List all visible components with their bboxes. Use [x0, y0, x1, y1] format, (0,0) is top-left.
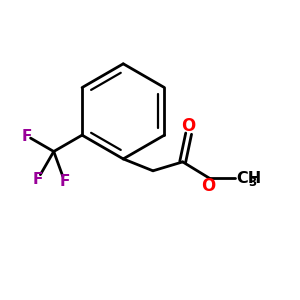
Text: F: F	[33, 172, 43, 187]
Text: CH: CH	[236, 171, 261, 186]
Text: F: F	[60, 174, 70, 189]
Text: O: O	[182, 117, 196, 135]
Text: F: F	[22, 129, 32, 144]
Text: 3: 3	[248, 176, 256, 189]
Text: O: O	[201, 177, 215, 195]
